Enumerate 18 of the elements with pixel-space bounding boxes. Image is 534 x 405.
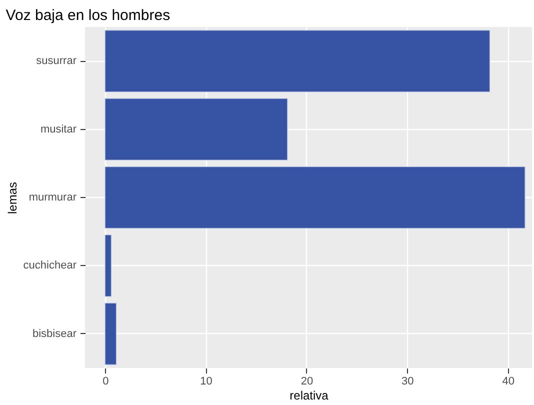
chart-title: Voz baja en los hombres — [6, 7, 170, 24]
bar — [104, 166, 526, 228]
y-tick-label: susurrar — [36, 55, 77, 68]
x-tick-label: 20 — [300, 376, 314, 388]
bar — [104, 302, 117, 365]
y-tick-label: bisbisear — [32, 328, 77, 340]
y-tick-label: cuchichear — [23, 260, 77, 272]
x-tick-label: 30 — [402, 376, 414, 388]
y-axis-title: lemas — [5, 182, 20, 214]
bar — [104, 234, 112, 297]
x-tick-label: 0 — [102, 376, 109, 388]
y-tick-label: murmurar — [28, 192, 77, 204]
bar — [104, 30, 490, 92]
x-axis-title: relativa — [290, 388, 329, 402]
bar — [104, 98, 288, 160]
x-tick-label: 40 — [502, 376, 514, 388]
y-tick-label: musitar — [40, 123, 77, 136]
x-tick-label: 10 — [200, 376, 212, 388]
